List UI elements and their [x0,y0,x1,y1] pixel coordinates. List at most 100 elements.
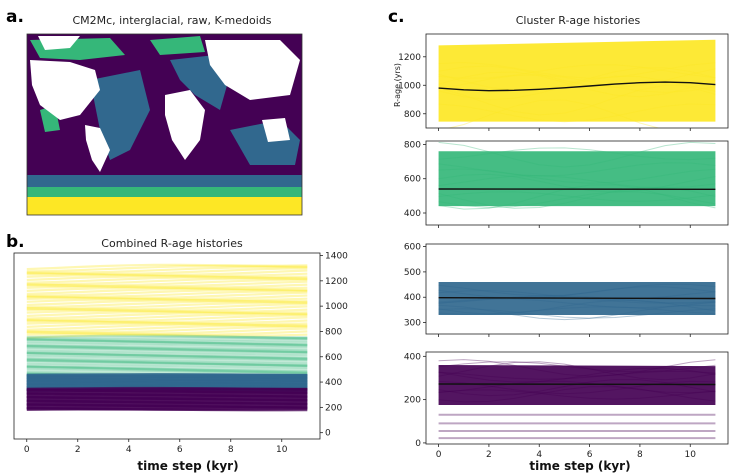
series-line [26,359,308,364]
series-line [26,336,308,341]
cluster-purple-chart: 0 200 400 0 2 4 6 8 10 [404,351,729,460]
series-line [26,369,308,374]
cluster-purple-xtick-label: 4 [536,450,542,460]
series-line [26,335,308,340]
cluster-yellow-frame [425,33,729,129]
combined-xtick-label: 2 [75,445,81,455]
cluster-purple-ytick-label: 400 [404,352,421,362]
series-line [26,286,308,292]
series-line [26,355,308,360]
cluster-purple-history-line [438,389,716,400]
cluster-yellow-history-line [438,71,716,98]
series-line [26,287,308,295]
cluster-yellow-history-line [438,84,716,116]
cluster-green-history-line [438,186,716,209]
cluster-purple-xtick-label: 6 [587,450,593,460]
series-line [26,360,308,365]
cluster-green-history-line [438,174,716,189]
series-line [26,278,308,287]
cluster-blue-history-line [438,308,716,319]
series-line [26,363,308,367]
series-line [26,364,308,369]
series-line [26,350,308,355]
series-line [26,339,308,343]
cluster-purple-frame [425,351,729,445]
cluster-purple-history-line [438,380,716,395]
cluster-map [26,33,303,216]
series-line [26,297,308,303]
series-line [26,343,308,348]
series-line [26,269,308,277]
cluster-yellow-ytick-label: 800 [404,110,421,120]
cluster-green-ytick-label: 600 [404,175,421,185]
map-frame [26,33,303,216]
series-line [26,290,308,298]
series-line [26,283,308,289]
map-band-yellow [27,197,302,215]
series-line [26,324,308,333]
series-line [26,368,308,373]
cluster-blue-ytick-label: 500 [404,268,421,278]
series-line [26,291,308,300]
combined-chart: 0 200 400 600 800 1000 1200 1400 0 2 4 6 8 10 [13,252,348,455]
series-line [26,277,308,286]
cluster-purple-history-line [438,380,716,394]
combined-xtick-label: 6 [177,445,183,455]
series-line [26,280,308,288]
series-line [26,263,308,271]
series-line [26,299,308,307]
cluster-purple-history-line [438,370,716,380]
combined-plot-area [26,263,308,412]
cluster-green-ytick-label: 800 [404,140,421,150]
cluster-purple-plot-area [438,359,716,440]
combined-ytick-label: 600 [325,353,342,363]
cluster-purple-xtick-label: 0 [436,450,442,460]
cluster-blue-history-line [438,299,716,315]
cluster-green-history-line [438,162,716,177]
combined-xtick-label: 4 [126,445,132,455]
series-line [26,352,308,356]
series-line [26,386,308,390]
panel-letter-b: b. [6,232,25,252]
cluster-purple-median-line [438,383,716,386]
cluster-histories-title: Cluster R-age histories [516,14,641,27]
cluster-purple-ytick-label: 0 [415,439,421,449]
cluster-green-plot-area [438,141,716,210]
series-line [26,354,308,359]
series-line [26,276,308,284]
combined-ytick-label: 200 [325,403,342,413]
cluster-purple-ytick-label: 200 [404,396,421,406]
cluster-yellow-ytick-label: 1200 [398,53,421,63]
series-line [26,357,308,362]
cluster-blue-ytick-label: 600 [404,243,421,253]
combined-xlabel: time step (kyr) [137,459,238,473]
cluster-yellow-history-band [438,39,716,122]
series-line [26,353,308,358]
map-land-africa [165,90,205,160]
map-land-eurasia [205,40,300,100]
series-line [26,333,308,339]
cluster-green-history-line [438,147,716,161]
combined-frame [13,252,321,440]
cluster-blue-history-line [438,283,716,297]
series-line [26,294,308,301]
cluster-green-history-line [438,168,716,184]
series-line [26,340,308,344]
series-line [26,322,308,328]
series-line [26,330,308,336]
series-line [26,272,308,278]
combined-xtick-label: 0 [24,445,30,455]
map-land-south-america [85,125,110,172]
series-line [26,323,308,331]
series-line [26,264,308,273]
series-line [26,366,308,371]
cluster-purple-xtick-label: 10 [685,450,697,460]
series-line [26,314,308,323]
map-title: CM2Mc, interglacial, raw, K-medoids [72,14,271,27]
cluster-purple-history-line [438,367,716,383]
combined-ytick-label: 400 [325,378,342,388]
series-line [26,319,308,325]
series-line [26,346,308,351]
series-line [26,358,308,363]
series-line [26,349,308,354]
